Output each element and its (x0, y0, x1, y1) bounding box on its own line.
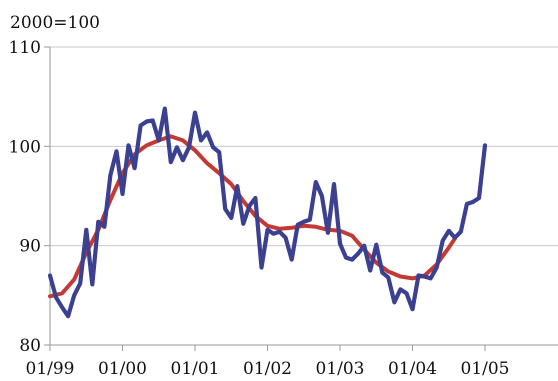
x-tick-label-01/00: 01/00 (98, 359, 147, 379)
axes (44, 46, 558, 351)
x-tick-label-01/05: 01/05 (461, 359, 510, 379)
tick-labels: 80 90 100 110 01/99 01/00 01/01 01/02 01/03 01/04… (9, 38, 510, 379)
y-tick-label-110: 110 (9, 38, 41, 58)
x-tick-label-01/01: 01/01 (171, 359, 220, 379)
x-tick-label-01/04: 01/04 (388, 359, 437, 379)
x-tick-label-01/03: 01/03 (316, 359, 365, 379)
series-lines (47, 106, 488, 319)
series-line-blue (47, 106, 488, 319)
y-tick-label-80: 80 (19, 336, 41, 356)
unit-label: 2000=100 (10, 13, 100, 33)
y-tick-label-100: 100 (9, 137, 41, 157)
y-tick-label-90: 90 (19, 237, 41, 257)
x-tick-label-01/02: 01/02 (243, 359, 292, 379)
gridlines (50, 46, 558, 247)
series-line-red (48, 134, 457, 299)
x-tick-label-01/99: 01/99 (26, 359, 75, 379)
